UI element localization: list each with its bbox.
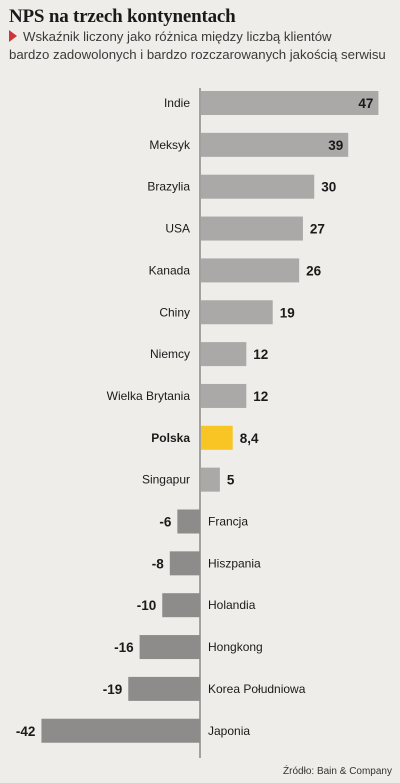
category-label-12: Holandia <box>208 598 256 612</box>
chart-title: NPS na trzech kontynentach <box>9 6 236 27</box>
value-label-14: -19 <box>103 682 123 697</box>
category-label-8: Polska <box>151 431 190 445</box>
bar-10 <box>177 509 200 534</box>
category-label-15: Japonia <box>208 724 250 738</box>
bar-0 <box>201 91 379 115</box>
category-label-1: Meksyk <box>149 138 191 152</box>
value-label-12: -10 <box>137 598 157 613</box>
value-label-11: -8 <box>152 556 164 571</box>
bar-4 <box>201 258 300 283</box>
category-label-10: Francja <box>208 515 248 529</box>
category-label-6: Niemcy <box>150 347 190 361</box>
bar-2 <box>201 174 315 199</box>
value-label-2: 30 <box>321 180 336 195</box>
bar-15 <box>41 718 201 743</box>
bar-3 <box>201 216 303 241</box>
category-label-5: Chiny <box>159 305 190 319</box>
bar-6 <box>201 342 247 367</box>
category-label-11: Hiszpania <box>208 556 261 570</box>
value-label-9: 5 <box>227 473 235 488</box>
bar-14 <box>128 676 200 701</box>
category-label-3: USA <box>165 222 190 236</box>
bar-1 <box>201 132 349 157</box>
value-label-10: -6 <box>159 515 171 530</box>
value-label-15: -42 <box>16 724 36 739</box>
value-label-1: 39 <box>328 138 343 153</box>
value-label-0: 47 <box>358 96 373 111</box>
category-label-0: Indie <box>164 96 190 110</box>
category-label-14: Korea Południowa <box>208 682 306 696</box>
subtitle-line-2: bardzo zadowolonych i bardzo rozczarowan… <box>9 47 386 62</box>
value-label-7: 12 <box>253 389 268 404</box>
chart-subtitle: Wskaźnik liczony jako różnica między lic… <box>9 28 397 64</box>
value-label-4: 26 <box>306 263 322 278</box>
value-label-3: 27 <box>310 222 325 237</box>
subtitle-line-1: Wskaźnik liczony jako różnica między lic… <box>23 29 332 44</box>
value-label-5: 19 <box>280 305 295 320</box>
value-label-13: -16 <box>114 640 134 655</box>
bar-5 <box>201 300 273 325</box>
bar-13 <box>139 635 200 660</box>
category-label-7: Wielka Brytania <box>107 389 191 403</box>
category-label-9: Singapur <box>142 473 190 487</box>
bar-8 <box>201 425 233 450</box>
source-note: Źródło: Bain & Company <box>283 766 392 777</box>
subtitle-marker-icon <box>9 30 17 42</box>
value-label-6: 12 <box>253 347 268 362</box>
value-label-8: 8,4 <box>240 431 259 446</box>
bar-7 <box>201 383 247 408</box>
bar-11 <box>169 551 200 576</box>
category-label-13: Hongkong <box>208 640 263 654</box>
category-label-2: Brazylia <box>147 180 190 194</box>
bar-9 <box>201 467 220 492</box>
bar-12 <box>162 593 200 618</box>
category-label-4: Kanada <box>149 263 191 277</box>
